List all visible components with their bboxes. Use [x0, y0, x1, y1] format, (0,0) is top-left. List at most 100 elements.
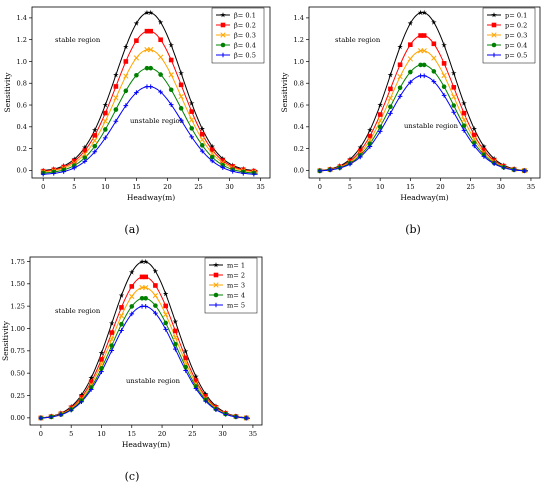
data-point	[189, 134, 195, 140]
data-point	[119, 305, 124, 310]
data-point	[113, 118, 119, 124]
data-point	[148, 47, 154, 53]
data-point	[397, 94, 403, 99]
data-point	[173, 328, 178, 334]
data-point	[199, 143, 205, 148]
data-point	[82, 155, 88, 160]
data-point	[209, 154, 215, 160]
data-point	[173, 341, 178, 347]
data-point	[92, 127, 98, 133]
data-point	[183, 359, 189, 366]
y-tick-label: 0.4	[17, 123, 28, 131]
data-point	[357, 144, 364, 150]
data-point	[357, 154, 363, 160]
data-point	[347, 161, 353, 167]
series-line	[319, 64, 528, 172]
data-point	[501, 165, 507, 171]
y-tick-label: 1.4	[294, 14, 305, 22]
data-point	[152, 292, 159, 299]
data-point	[461, 110, 467, 116]
legend-label: m= 1	[227, 261, 245, 269]
data-point	[158, 37, 163, 43]
data-point	[193, 373, 199, 379]
data-point	[193, 378, 199, 383]
data-point	[397, 43, 403, 50]
data-point	[471, 125, 478, 132]
data-point	[172, 318, 179, 324]
data-point	[61, 169, 66, 174]
data-point	[461, 100, 467, 106]
data-point	[522, 168, 527, 174]
chart-panel-3: 0 5 10 15 20 25 30 35 0.00 0.25 0.50 0.75 1.00 1.25 1.…	[1, 256, 263, 483]
x-axis-label: Headway(m)	[127, 193, 175, 202]
data-point	[71, 165, 77, 171]
legend-marker	[491, 42, 497, 48]
data-point	[367, 133, 373, 139]
data-point	[387, 95, 394, 101]
data-point	[189, 126, 195, 131]
data-point	[168, 102, 174, 107]
data-point	[421, 73, 427, 79]
data-point	[461, 128, 467, 133]
data-point	[162, 290, 169, 297]
legend-marker	[213, 262, 219, 268]
y-tick-label: 0.0	[294, 167, 305, 175]
data-point	[82, 151, 88, 157]
y-tick-label: 1.2	[17, 36, 28, 44]
data-point	[139, 274, 145, 280]
data-point	[441, 42, 447, 48]
data-point	[103, 135, 108, 141]
data-point	[240, 170, 246, 176]
data-point	[408, 69, 413, 75]
data-point	[40, 171, 46, 177]
data-point	[123, 103, 129, 108]
legend-label: β= 0.1	[234, 11, 256, 19]
stable-region-annotation: stable region	[335, 36, 381, 44]
data-point	[223, 412, 228, 417]
data-point	[209, 158, 215, 164]
data-point	[163, 327, 168, 332]
x-tick-label: 0	[318, 183, 322, 191]
y-tick-label: 0.2	[294, 145, 305, 153]
data-point	[189, 117, 195, 123]
x-tick-label: 30	[497, 183, 505, 191]
data-point	[418, 33, 423, 38]
data-point	[377, 129, 383, 134]
legend-label: p= 0.5	[505, 51, 527, 59]
data-point	[178, 82, 184, 88]
data-point	[511, 167, 517, 173]
data-point	[92, 143, 98, 149]
data-point	[367, 137, 373, 143]
x-tick-label: 35	[256, 183, 264, 191]
y-tick-label: 1.00	[10, 325, 25, 333]
data-point	[109, 336, 115, 342]
data-point	[113, 84, 119, 89]
data-point	[147, 9, 154, 16]
y-tick-label: 0.6	[294, 101, 305, 109]
legend-marker	[220, 32, 226, 38]
y-tick-label: 1.75	[10, 258, 25, 266]
data-point	[451, 103, 457, 108]
data-point	[103, 110, 108, 116]
data-point	[209, 147, 215, 153]
data-point	[317, 168, 323, 174]
data-point	[144, 28, 150, 34]
data-point	[118, 292, 125, 298]
data-point	[417, 9, 424, 16]
legend-label: β= 0.2	[234, 21, 256, 29]
data-point	[168, 42, 174, 48]
data-point	[113, 72, 119, 78]
data-point	[163, 303, 168, 309]
data-point	[408, 79, 413, 85]
data-point	[230, 164, 236, 169]
data-point	[158, 72, 163, 77]
data-point	[220, 158, 226, 163]
data-point	[451, 85, 457, 90]
data-point	[451, 109, 457, 115]
data-point	[113, 107, 119, 112]
legend: p= 0.1 p= 0.2 p= 0.3 p= 0.4 p= 0.5	[482, 7, 536, 64]
x-tick-label: 35	[527, 183, 535, 191]
data-point	[78, 392, 85, 398]
data-point	[481, 143, 487, 149]
y-tick-label: 0.4	[294, 123, 305, 131]
